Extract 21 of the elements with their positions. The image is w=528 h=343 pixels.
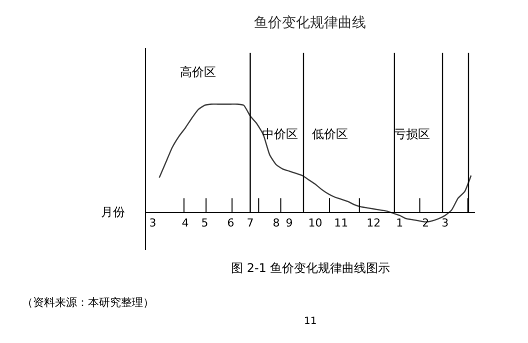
annotation: 中价区 (262, 127, 298, 141)
chart-title: 鱼价变化规律曲线 (254, 14, 366, 31)
text: 高价区 (180, 65, 216, 79)
x-tick-label: 7 (246, 216, 254, 230)
x-tick-label: 9 (286, 216, 293, 230)
text: 11 (304, 316, 317, 327)
x-axis-title: 月份 (101, 205, 125, 219)
x-tick-label: 3 (149, 216, 156, 230)
x-tick-label: 1 (396, 216, 404, 230)
annotation: 亏损区 (394, 127, 430, 141)
x-tick-label: 8 (272, 216, 280, 230)
text: （资料来源：本研究整理） (22, 296, 154, 309)
x-tick-label: 10 (308, 216, 322, 230)
x-tick-label: 11 (334, 216, 348, 230)
x-tick-label: 4 (182, 216, 189, 230)
annotation: 低价区 (312, 127, 348, 141)
caption: 图 2-1 鱼价变化规律曲线图示 (231, 261, 390, 275)
x-tick-label: 12 (366, 216, 381, 230)
x-tick-label: 5 (201, 216, 208, 230)
x-tick-label: 3 (442, 216, 449, 230)
x-tick-label: 6 (227, 216, 234, 230)
